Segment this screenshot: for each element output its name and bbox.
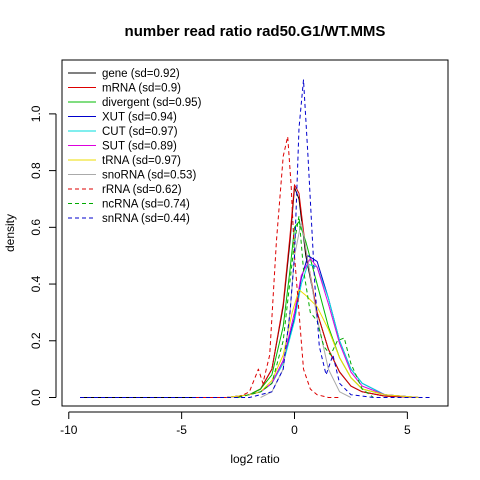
- legend-label: ncRNA (sd=0.74): [102, 199, 190, 211]
- series-line-10: [80, 79, 430, 398]
- legend-label: CUT (sd=0.97): [102, 126, 178, 138]
- series-line-9: [237, 215, 374, 398]
- x-axis-label: log2 ratio: [230, 452, 280, 466]
- y-tick-label: 0.0: [29, 389, 43, 406]
- y-tick-label: 0.8: [29, 162, 43, 179]
- x-tick-label: 5: [404, 423, 411, 437]
- x-tick-label: 0: [291, 423, 298, 437]
- legend-label: tRNA (sd=0.97): [102, 155, 181, 167]
- series-line-8: [237, 136, 340, 398]
- y-tick-label: 0.4: [29, 275, 43, 292]
- legend-label: rRNA (sd=0.62): [102, 184, 182, 196]
- y-axis-label: density: [3, 214, 17, 252]
- x-tick-label: -10: [60, 423, 78, 437]
- y-tick-label: 0.6: [29, 219, 43, 236]
- y-tick-label: 0.2: [29, 332, 43, 349]
- x-tick-label: -5: [176, 423, 187, 437]
- series-line-7: [260, 221, 352, 398]
- chart-title: number read ratio rad50.G1/WT.MMS: [125, 23, 386, 40]
- series-line-2: [226, 221, 419, 398]
- legend-label: SUT (sd=0.89): [102, 141, 177, 153]
- legend: gene (sd=0.92) mRNA (sd=0.9) divergent (sd…: [68, 68, 202, 225]
- legend-label: XUT (sd=0.94): [102, 112, 177, 124]
- y-axis: 0.0 0.2 0.4 0.6 0.8 1.0: [29, 105, 57, 406]
- y-tick-label: 1.0: [29, 105, 43, 122]
- legend-label: divergent (sd=0.95): [102, 97, 202, 109]
- series-line-6: [226, 289, 419, 398]
- series-line-1: [192, 184, 419, 398]
- legend-label: snRNA (sd=0.44): [102, 213, 190, 225]
- legend-label: gene (sd=0.92): [102, 68, 180, 80]
- series-layer: [80, 79, 430, 398]
- plot-frame: [61, 59, 449, 407]
- legend-label: mRNA (sd=0.9): [102, 83, 181, 95]
- x-axis: -10 -5 0 5: [60, 411, 411, 437]
- legend-label: snoRNA (sd=0.53): [102, 170, 196, 182]
